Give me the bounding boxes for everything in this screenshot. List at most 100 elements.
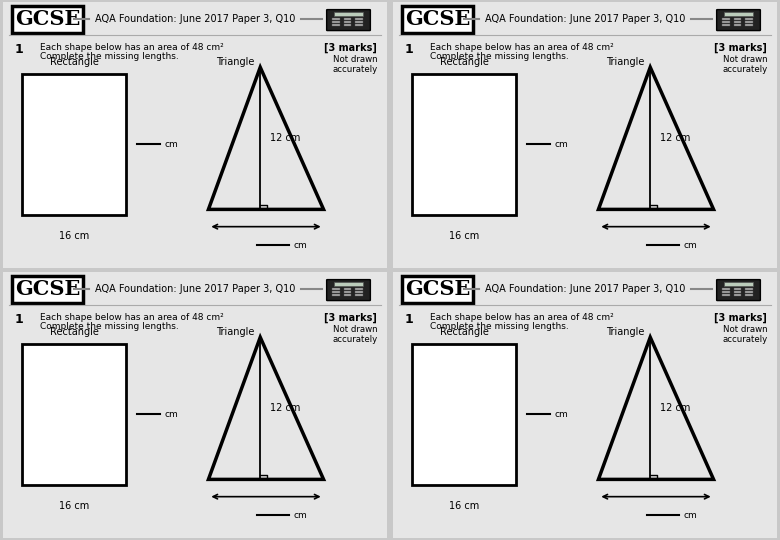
Text: 16 cm: 16 cm [449, 501, 479, 511]
Bar [332, 21, 340, 23]
Bar [722, 291, 730, 293]
Text: 12 cm: 12 cm [660, 403, 690, 413]
Bar [734, 294, 742, 296]
Text: GCSE: GCSE [405, 279, 470, 299]
Bar [355, 21, 363, 23]
Bar [344, 294, 352, 296]
Text: 16 cm: 16 cm [449, 231, 479, 241]
Text: Rectangle: Rectangle [50, 327, 98, 338]
Text: 1: 1 [15, 43, 23, 56]
Bar [344, 21, 352, 23]
FancyBboxPatch shape [717, 280, 760, 301]
Bar [722, 294, 730, 296]
Bar [745, 294, 753, 296]
Bar [745, 24, 753, 26]
Text: GCSE: GCSE [15, 9, 80, 29]
Text: cm: cm [555, 140, 568, 149]
Text: Not drawn: Not drawn [332, 325, 378, 334]
FancyBboxPatch shape [388, 268, 780, 540]
Text: 16 cm: 16 cm [59, 231, 89, 241]
Text: Triangle: Triangle [216, 57, 254, 68]
Bar [722, 21, 730, 23]
Text: cm: cm [165, 140, 178, 149]
Text: Triangle: Triangle [216, 327, 254, 338]
Text: cm: cm [555, 410, 568, 419]
Text: Each shape below has an area of 48 cm²: Each shape below has an area of 48 cm² [40, 313, 223, 321]
Bar [734, 21, 742, 23]
FancyBboxPatch shape [717, 10, 760, 31]
Bar [734, 291, 742, 293]
Text: Triangle: Triangle [606, 57, 644, 68]
Bar [734, 288, 742, 289]
Bar [23, 74, 126, 215]
Text: Complete the missing lengths.: Complete the missing lengths. [430, 322, 569, 331]
Bar [413, 344, 516, 485]
Bar [344, 18, 352, 19]
Text: [3 marks]: [3 marks] [324, 313, 378, 323]
Bar [734, 18, 742, 19]
Bar [413, 74, 516, 215]
Bar [334, 282, 363, 286]
Text: 12 cm: 12 cm [660, 133, 690, 143]
Text: cm: cm [165, 410, 178, 419]
Bar [722, 24, 730, 26]
Bar [355, 291, 363, 293]
Text: GCSE: GCSE [405, 9, 470, 29]
FancyBboxPatch shape [0, 0, 392, 272]
Text: [3 marks]: [3 marks] [714, 313, 768, 323]
Text: cm: cm [293, 241, 307, 250]
Bar [334, 12, 363, 16]
Text: AQA Foundation: June 2017 Paper 3, Q10: AQA Foundation: June 2017 Paper 3, Q10 [95, 285, 295, 294]
Text: Not drawn: Not drawn [722, 55, 768, 64]
FancyBboxPatch shape [0, 268, 392, 540]
Bar [355, 18, 363, 19]
Bar [355, 288, 363, 289]
Text: 12 cm: 12 cm [270, 403, 300, 413]
Text: AQA Foundation: June 2017 Paper 3, Q10: AQA Foundation: June 2017 Paper 3, Q10 [95, 15, 295, 24]
Bar [332, 18, 340, 19]
Text: cm: cm [683, 511, 697, 520]
Bar [332, 288, 340, 289]
Text: AQA Foundation: June 2017 Paper 3, Q10: AQA Foundation: June 2017 Paper 3, Q10 [485, 285, 685, 294]
Text: accurately: accurately [722, 335, 768, 343]
Text: Rectangle: Rectangle [440, 327, 488, 338]
FancyBboxPatch shape [388, 0, 780, 272]
Text: Not drawn: Not drawn [722, 325, 768, 334]
Bar [724, 12, 753, 16]
Text: accurately: accurately [332, 65, 378, 73]
Text: Triangle: Triangle [606, 327, 644, 338]
Text: accurately: accurately [722, 65, 768, 73]
Text: 12 cm: 12 cm [270, 133, 300, 143]
Text: cm: cm [683, 241, 697, 250]
FancyBboxPatch shape [327, 280, 370, 301]
Bar [332, 24, 340, 26]
Bar [344, 288, 352, 289]
Text: Complete the missing lengths.: Complete the missing lengths. [40, 322, 179, 331]
FancyBboxPatch shape [327, 10, 370, 31]
Text: Each shape below has an area of 48 cm²: Each shape below has an area of 48 cm² [430, 43, 613, 51]
Bar [745, 21, 753, 23]
Text: Rectangle: Rectangle [440, 57, 488, 68]
Bar [745, 288, 753, 289]
Text: 16 cm: 16 cm [59, 501, 89, 511]
Text: AQA Foundation: June 2017 Paper 3, Q10: AQA Foundation: June 2017 Paper 3, Q10 [485, 15, 685, 24]
Bar [722, 18, 730, 19]
Bar [344, 291, 352, 293]
Bar [23, 344, 126, 485]
Text: Each shape below has an area of 48 cm²: Each shape below has an area of 48 cm² [40, 43, 223, 51]
Text: [3 marks]: [3 marks] [714, 43, 768, 53]
Text: accurately: accurately [332, 335, 378, 343]
Text: 1: 1 [405, 313, 413, 326]
Text: cm: cm [293, 511, 307, 520]
Text: GCSE: GCSE [15, 279, 80, 299]
Bar [355, 294, 363, 296]
Text: Complete the missing lengths.: Complete the missing lengths. [40, 52, 179, 61]
Bar [355, 24, 363, 26]
Bar [332, 294, 340, 296]
Bar [722, 288, 730, 289]
Text: 1: 1 [405, 43, 413, 56]
Text: Not drawn: Not drawn [332, 55, 378, 64]
Bar [344, 24, 352, 26]
Text: 1: 1 [15, 313, 23, 326]
Text: Complete the missing lengths.: Complete the missing lengths. [430, 52, 569, 61]
